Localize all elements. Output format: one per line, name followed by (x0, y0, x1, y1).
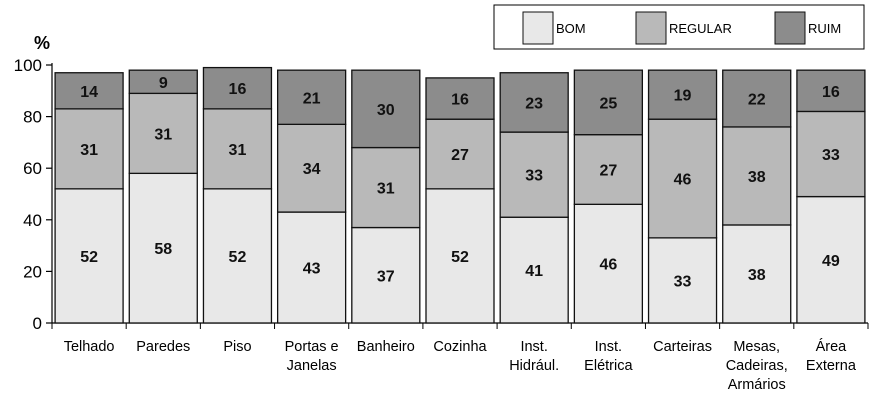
legend-label: BOM (556, 21, 586, 36)
y-tick-label: 40 (23, 211, 42, 230)
x-tick-label: Piso (223, 339, 251, 355)
x-tick-label: Carteiras (653, 339, 712, 355)
x-tick-label: Elétrica (584, 358, 633, 374)
data-label: 27 (599, 162, 617, 179)
bar-segment-ruim (351, 69, 421, 149)
x-tick-label: Mesas, (733, 339, 780, 355)
x-tick-label: Inst. (595, 339, 622, 355)
bar-segment-regular (722, 126, 792, 226)
data-label: 52 (451, 249, 469, 266)
x-tick-label: Inst. (520, 339, 547, 355)
bar-segment-bom (202, 188, 273, 324)
x-tick-label: Paredes (136, 339, 190, 355)
data-label: 38 (748, 267, 766, 284)
bar-segment-regular (796, 110, 866, 198)
data-label: 23 (525, 95, 543, 112)
data-label: 34 (303, 161, 321, 178)
y-tick-label: 20 (23, 262, 42, 281)
legend-label: REGULAR (669, 21, 732, 36)
bar-segment-regular (128, 92, 198, 175)
data-label: 31 (229, 142, 247, 159)
data-label: 16 (451, 92, 469, 109)
data-label: 16 (822, 84, 840, 101)
data-label: 38 (748, 169, 766, 186)
x-tick-label: Hidrául. (509, 358, 559, 374)
bar-segment-bom (722, 224, 792, 324)
data-label: 21 (303, 90, 321, 107)
bar-segment-regular (647, 118, 718, 239)
data-label: 43 (303, 261, 321, 278)
data-label: 31 (377, 181, 395, 198)
bar-segment-bom (54, 188, 124, 324)
data-label: 31 (80, 142, 98, 159)
bar-segment-bom (276, 211, 347, 324)
data-label: 33 (822, 147, 840, 164)
bar-segment-ruim (202, 66, 273, 110)
bar-segment-bom (796, 195, 866, 324)
data-label: 31 (154, 126, 172, 143)
data-label: 27 (451, 147, 469, 164)
bar-segment-regular (202, 108, 273, 190)
data-label: 41 (525, 263, 543, 280)
data-label: 46 (674, 172, 692, 189)
bar-segment-ruim (276, 69, 347, 125)
legend-swatch (774, 11, 806, 45)
bar-segment-ruim (128, 69, 198, 95)
bar-segment-ruim (499, 72, 569, 133)
x-tick-label: Cozinha (433, 339, 487, 355)
legend-swatch (522, 11, 554, 45)
y-tick-label: 80 (23, 108, 42, 127)
legend-swatch (635, 11, 667, 45)
bar-segment-bom (128, 172, 198, 324)
y-axis-label: % (34, 33, 50, 53)
x-tick-label: Área (816, 338, 848, 355)
data-label: 52 (229, 249, 247, 266)
legend-label: RUIM (808, 21, 841, 36)
x-tick-label: Externa (806, 358, 857, 374)
data-label: 52 (80, 249, 98, 266)
data-label: 49 (822, 253, 840, 270)
data-label: 16 (229, 81, 247, 98)
x-tick-label: Telhado (64, 339, 115, 355)
y-tick-label: 100 (14, 56, 42, 75)
data-label: 58 (154, 241, 172, 258)
data-label: 25 (599, 95, 617, 112)
bar-segment-ruim (647, 69, 718, 120)
bar-segment-ruim (54, 72, 124, 110)
bar-segment-regular (499, 131, 569, 218)
bar-segment-ruim (573, 69, 644, 136)
x-tick-label: Portas e (285, 339, 339, 355)
x-tick-label: Banheiro (357, 339, 415, 355)
data-label: 14 (80, 84, 98, 101)
y-tick-label: 0 (33, 314, 42, 333)
data-label: 22 (748, 92, 766, 109)
data-label: 19 (674, 88, 692, 105)
bar-segment-ruim (425, 77, 495, 120)
x-tick-label: Armários (728, 377, 786, 393)
data-label: 30 (377, 102, 395, 119)
data-label: 46 (599, 257, 617, 274)
bar-segment-regular (276, 123, 347, 213)
data-label: 33 (525, 168, 543, 185)
x-tick-label: Janelas (287, 358, 337, 374)
bar-segment-regular (351, 146, 421, 229)
data-label: 37 (377, 268, 395, 285)
bar-segment-ruim (722, 69, 792, 128)
bar-segment-bom (647, 237, 718, 324)
data-label: 33 (674, 273, 692, 290)
data-label: 9 (159, 75, 168, 92)
bar-segment-regular (54, 108, 124, 190)
bar-segment-ruim (796, 69, 866, 113)
x-tick-label: Cadeiras, (726, 358, 788, 374)
bar-segment-regular (573, 134, 644, 205)
y-tick-label: 60 (23, 159, 42, 178)
